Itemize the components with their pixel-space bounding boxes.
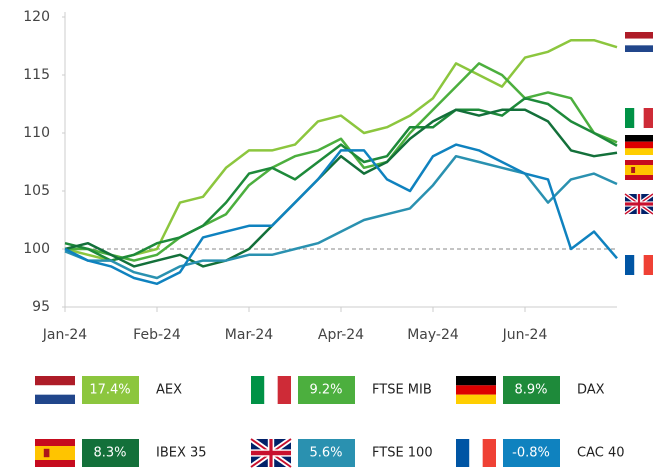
flag-part [634, 108, 644, 128]
legend-box [82, 439, 139, 467]
legend-value: 5.6% [309, 446, 342, 461]
flag-part [625, 141, 653, 149]
legend-value: -0.8% [512, 446, 550, 461]
legend-name: DAX [577, 383, 605, 398]
x-tick-label: May-24 [407, 327, 459, 343]
flag-part [469, 439, 483, 467]
series-line [64, 96, 618, 262]
flag-part [625, 255, 635, 275]
flag-part [277, 376, 291, 404]
y-tick-label: 115 [23, 67, 50, 83]
flag-part [625, 202, 653, 206]
y-tick-label: 95 [32, 299, 50, 315]
legend-box [503, 376, 560, 404]
y-tick-label: 100 [23, 241, 50, 257]
flag-part [35, 394, 75, 404]
flag [625, 160, 653, 180]
legend-box [298, 439, 355, 467]
flag [625, 135, 653, 155]
flag-part [456, 439, 470, 467]
series-line [64, 143, 618, 286]
flag-part [625, 148, 653, 155]
y-tick-label: 110 [23, 125, 50, 141]
flag-part [35, 446, 75, 460]
flag-part [456, 376, 496, 386]
legend-name: IBEX 35 [156, 446, 207, 461]
flag-part [264, 376, 278, 404]
flag-part [35, 376, 75, 386]
flag [625, 255, 653, 275]
series-line [64, 108, 618, 268]
legend-box [82, 376, 139, 404]
series-line [64, 38, 618, 262]
flag-part [625, 108, 635, 128]
flag [456, 439, 496, 467]
flag-part [456, 385, 496, 395]
x-tick-label: Mar-24 [225, 327, 273, 343]
flag-part [482, 439, 496, 467]
series-line [64, 154, 618, 280]
flag-part [251, 376, 265, 404]
legend-value: 17.4% [89, 383, 130, 398]
flag-part [35, 385, 75, 395]
flag-part [643, 108, 653, 128]
flag-part [631, 167, 636, 173]
flag [623, 192, 653, 216]
y-tick-label: 120 [23, 9, 50, 25]
flag [251, 376, 291, 404]
x-tick-label: Jun-24 [502, 327, 548, 343]
legend-box [298, 376, 355, 404]
flag [456, 376, 496, 404]
flag [625, 108, 653, 128]
legend-value: 9.2% [309, 383, 342, 398]
flag-part [625, 45, 653, 52]
flag-part [456, 394, 496, 404]
flag-part [634, 255, 644, 275]
y-tick-label: 105 [23, 183, 50, 199]
x-tick-label: Feb-24 [133, 327, 181, 343]
x-tick-label: Jan-24 [42, 327, 88, 343]
flag [625, 32, 653, 52]
legend-box [503, 439, 560, 467]
flag [35, 439, 75, 467]
flag-part [625, 32, 653, 39]
flag-part [643, 255, 653, 275]
flag-part [625, 135, 653, 142]
flag-part [625, 38, 653, 46]
legend-value: 8.3% [93, 446, 126, 461]
legend-name: FTSE 100 [372, 446, 433, 461]
legend-name: FTSE MIB [372, 383, 432, 398]
flag-part [625, 165, 653, 175]
flag-part [251, 450, 291, 456]
x-tick-label: Apr-24 [318, 327, 364, 343]
flag [35, 376, 75, 404]
legend-name: CAC 40 [577, 446, 625, 461]
flag [249, 436, 293, 470]
legend-name: AEX [156, 383, 182, 398]
legend-value: 8.9% [514, 383, 547, 398]
flag-part [43, 448, 50, 458]
